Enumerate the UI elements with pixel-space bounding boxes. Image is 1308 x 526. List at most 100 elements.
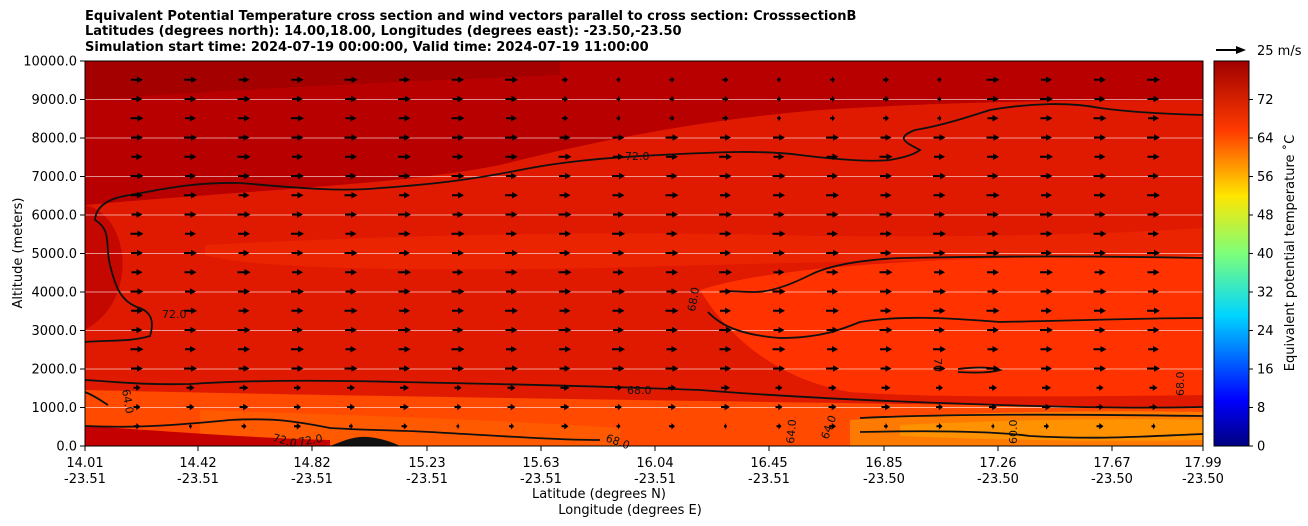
wind-vector (238, 134, 250, 141)
colorbar-tick-label: 8 (1257, 401, 1265, 416)
wind-vector (345, 230, 357, 237)
wind-vector (616, 76, 621, 83)
wind-vector (451, 115, 465, 122)
x-tick-lon: -23.51 (406, 472, 448, 487)
x-tick-lon: -23.51 (177, 472, 219, 487)
wind-vector (665, 365, 679, 372)
wind-vector (987, 211, 999, 218)
wind-vector (936, 384, 943, 391)
wind-vector (130, 230, 144, 237)
wind-vector (934, 269, 945, 276)
wind-vector (398, 153, 411, 160)
wind-vector (452, 211, 464, 218)
wind-vector (505, 365, 518, 372)
wind-vector (399, 134, 410, 141)
wind-vector (773, 307, 785, 314)
wind-vector (237, 326, 251, 334)
wind-vector (1147, 249, 1160, 257)
wind-vector (1096, 403, 1104, 411)
wind-vector (827, 288, 838, 295)
wind-vector (184, 192, 197, 199)
wind-vector (721, 384, 730, 391)
wind-vector (292, 269, 303, 276)
wind-vector (933, 346, 946, 353)
wind-vector (777, 95, 781, 103)
wind-vector (991, 423, 995, 430)
wind-vector (720, 192, 731, 199)
y-tick-label: 9000.0 (32, 93, 78, 108)
wind-vector (185, 115, 196, 122)
contour-68-lower (85, 379, 1203, 409)
wind-vector (133, 384, 141, 391)
wind-vector (131, 307, 143, 314)
wind-vector (398, 288, 411, 295)
wind-vector (130, 115, 144, 122)
wind-vector (987, 346, 999, 353)
colorbar: 0 8 16 24 32 40 48 56 64 72 Equivalent potential … (1213, 60, 1298, 455)
colorbar-gradient (1213, 60, 1250, 447)
wind-vector (828, 403, 837, 411)
wind-vector (452, 249, 464, 257)
wind-vector (772, 172, 786, 180)
x-tick-lon: -23.51 (748, 472, 790, 487)
wind-vector (345, 269, 357, 276)
wind-vector (666, 230, 678, 237)
wind-vector (452, 326, 464, 334)
wind-vector (1096, 384, 1104, 391)
wind-vector (344, 134, 358, 141)
wind-vector (291, 307, 304, 314)
contour-68-mid (707, 311, 1203, 339)
wind-vector (238, 249, 250, 257)
wind-vector (666, 153, 678, 160)
x-tick-lon: -23.51 (64, 472, 106, 487)
y-tick-label: 6000.0 (32, 209, 78, 224)
wind-vector (1041, 192, 1052, 199)
wind-vector (616, 423, 621, 430)
wind-vector (559, 134, 571, 141)
x-tick-lon: -23.51 (520, 472, 562, 487)
wind-vector (134, 423, 140, 430)
chart-title-line-2: Latitudes (degrees north): 14.00,18.00, … (85, 24, 682, 39)
wind-vector (933, 134, 946, 141)
wind-vector (987, 288, 999, 295)
wind-vector (400, 403, 409, 411)
wind-vector (398, 95, 411, 103)
wind-vector (665, 249, 679, 257)
wind-vector (237, 95, 251, 103)
wind-vector (722, 115, 729, 122)
wind-vector (133, 403, 141, 411)
wind-vector (186, 403, 195, 411)
wind-vector (1040, 172, 1053, 180)
wind-vector (669, 95, 675, 103)
wind-vector (1149, 384, 1158, 391)
wind-vector (772, 288, 786, 295)
wind-vector (775, 403, 783, 411)
wind-vector (505, 249, 518, 257)
wind-vector (238, 288, 250, 295)
wind-vector (934, 153, 945, 160)
wind-vector (1149, 403, 1158, 411)
wind-vector (184, 249, 197, 257)
y-axis-label: Altitude (meters) (11, 198, 26, 309)
wind-vector (345, 95, 357, 103)
wind-vector (719, 172, 732, 180)
wind-vector (613, 269, 624, 276)
wind-vector (452, 365, 464, 372)
wind-vector (880, 288, 892, 295)
x-tick-lat: 17.67 (1093, 456, 1130, 471)
wind-vector (722, 76, 729, 83)
wind-vector (398, 172, 411, 180)
chart-title-line-3: Simulation start time: 2024-07-19 00:00:… (85, 40, 649, 55)
wind-vector (773, 192, 785, 199)
wind-vector (986, 365, 1000, 372)
wind-vector (721, 403, 730, 411)
wind-vector (1148, 172, 1159, 180)
wind-vector (345, 153, 357, 160)
wind-vector (291, 249, 304, 257)
wind-vector (559, 249, 571, 257)
wind-vector (505, 192, 518, 199)
left-dark-lobe (85, 205, 123, 330)
wind-vector (1040, 115, 1053, 122)
wind-vector (559, 172, 571, 180)
chart-title-line-1: Equivalent Potential Temperature cross s… (85, 9, 857, 24)
